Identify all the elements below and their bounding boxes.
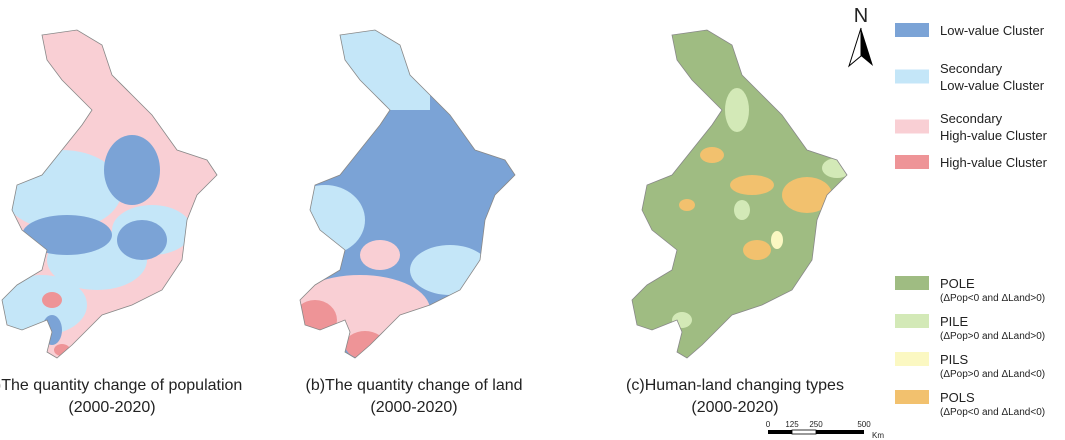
scale-bar — [768, 429, 864, 435]
legend-swatch — [895, 352, 929, 366]
legend-label: High-value Cluster — [940, 128, 1048, 143]
legend-note: (ΔPop<0 and ΔLand>0) — [940, 293, 1045, 304]
legend-label: High-value Cluster — [940, 155, 1048, 170]
caption-period: (2000-2020) — [68, 399, 155, 416]
scale-tick-label: 250 — [809, 420, 823, 429]
caption-period: (2000-2020) — [691, 399, 778, 416]
legend-note: (ΔPop>0 and ΔLand>0) — [940, 331, 1045, 342]
legend-label: PILS — [940, 352, 969, 367]
north-label: N — [854, 5, 868, 27]
legend-swatch — [895, 390, 929, 404]
map-b — [299, 29, 516, 359]
legend-label: Secondary — [940, 61, 1003, 76]
legend-note: (ΔPop<0 and ΔLand<0) — [940, 407, 1045, 418]
legend-label: POLS — [940, 390, 975, 405]
caption: (b)The quantity change of land — [305, 377, 522, 394]
scale-tick-label: 500 — [857, 420, 871, 429]
north-arrow — [848, 27, 862, 68]
scale-tick-label: 0 — [766, 420, 771, 429]
legend-swatch — [895, 155, 929, 169]
legend-label: Low-value Cluster — [940, 23, 1045, 38]
legend-label: PILE — [940, 314, 969, 329]
caption: (a)The quantity change of population — [0, 377, 242, 394]
caption: (c)Human-land changing types — [626, 377, 844, 394]
scale-tick-label: 125 — [785, 420, 799, 429]
scale-unit: Km — [872, 431, 884, 440]
map-c — [631, 29, 848, 359]
map-a — [1, 29, 218, 359]
north-arrow — [861, 28, 873, 66]
legend-label: Secondary — [940, 111, 1003, 126]
legend-label: Low-value Cluster — [940, 78, 1045, 93]
legend-swatch — [895, 119, 929, 134]
legend-swatch — [895, 23, 929, 37]
legend-swatch — [895, 69, 929, 84]
legend-label: POLE — [940, 276, 975, 291]
caption-period: (2000-2020) — [370, 399, 457, 416]
legend-swatch — [895, 276, 929, 290]
legend-note: (ΔPop>0 and ΔLand<0) — [940, 369, 1045, 380]
legend-swatch — [895, 314, 929, 328]
